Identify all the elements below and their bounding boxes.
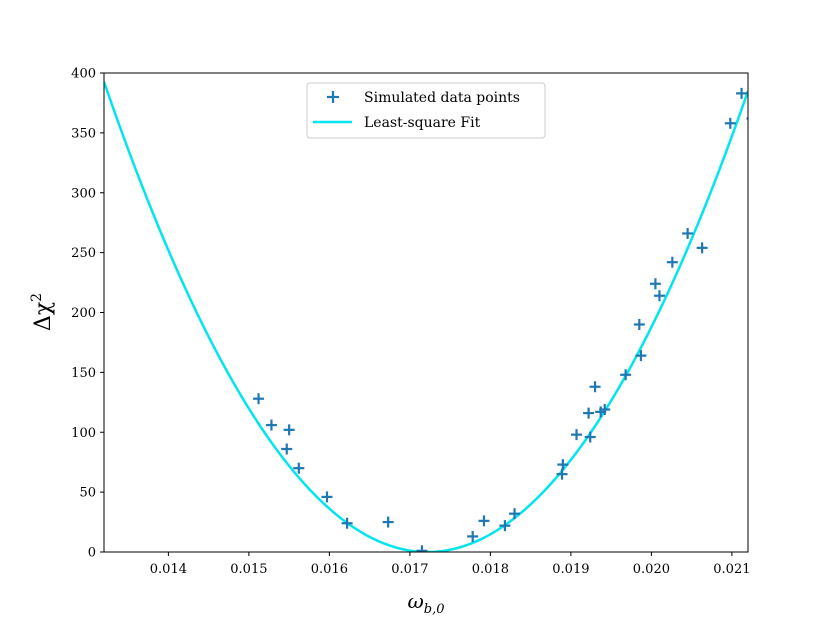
data-point	[635, 350, 647, 362]
data-point	[736, 87, 748, 99]
data-point	[281, 443, 293, 455]
legend-box	[306, 82, 546, 139]
y-axis-label-superscript: 2	[29, 293, 45, 302]
legend-label-simulated: Simulated data points	[364, 90, 520, 106]
x-tick-label: 0.015	[230, 562, 267, 577]
data-point	[557, 459, 569, 471]
y-tick-label: 400	[71, 67, 96, 82]
data-point	[724, 117, 736, 129]
data-point	[467, 530, 479, 542]
data-point	[620, 369, 632, 381]
data-point	[583, 407, 595, 419]
data-point	[509, 508, 521, 520]
data-point	[653, 290, 665, 302]
data-point	[599, 403, 611, 415]
data-point	[283, 424, 295, 436]
y-tick-label: 0	[88, 546, 96, 561]
fit-layer	[104, 81, 748, 552]
data-point	[499, 520, 511, 532]
data-point	[293, 462, 305, 474]
data-point	[382, 516, 394, 528]
x-axis: 0.014 0.015 0.016 0.017 0.018 0.019 0.020 0.021	[150, 552, 751, 577]
y-axis-label: Δχ2	[29, 293, 56, 331]
plot-frame	[103, 72, 749, 553]
y-tick-label: 150	[71, 366, 96, 381]
data-point	[589, 381, 601, 393]
x-tick-label: 0.017	[391, 562, 428, 577]
y-tick-label: 250	[71, 246, 96, 261]
y-tick-label: 100	[71, 426, 96, 441]
data-point	[253, 393, 265, 405]
legend-entry-fit: Least-square Fit	[313, 115, 481, 131]
x-tick-label: 0.016	[311, 562, 348, 577]
data-point	[556, 468, 568, 480]
legend-label-fit: Least-square Fit	[364, 115, 481, 131]
legend-entry-simulated: Simulated data points	[327, 90, 520, 106]
data-point	[478, 515, 490, 527]
data-point	[341, 517, 353, 529]
x-tick-label: 0.014	[150, 562, 187, 577]
x-tick-label: 0.018	[472, 562, 509, 577]
data-point	[584, 431, 596, 443]
data-point	[416, 545, 428, 552]
x-tick-label: 0.021	[713, 562, 750, 577]
y-axis: 0 50 100 150 200 250 300 350 400	[71, 67, 104, 561]
data-point	[666, 256, 678, 268]
x-tick-label: 0.020	[633, 562, 670, 577]
x-axis-label-subscript: b,0	[424, 602, 445, 617]
x-tick-label: 0.019	[552, 562, 589, 577]
y-tick-label: 50	[79, 486, 96, 501]
data-point	[682, 227, 694, 239]
legend: Simulated data points Least-square Fit	[306, 82, 546, 139]
data-point	[321, 491, 333, 503]
points-layer	[253, 87, 748, 552]
y-tick-label: 300	[71, 186, 96, 201]
y-tick-label: 350	[71, 126, 96, 141]
data-point	[265, 419, 277, 431]
data-point	[649, 278, 661, 290]
data-point	[696, 242, 708, 254]
data-point	[633, 318, 645, 330]
x-axis-label: ωb,0	[407, 589, 444, 617]
data-point	[571, 429, 583, 441]
fit-curve	[104, 81, 748, 552]
y-tick-label: 200	[71, 306, 96, 321]
